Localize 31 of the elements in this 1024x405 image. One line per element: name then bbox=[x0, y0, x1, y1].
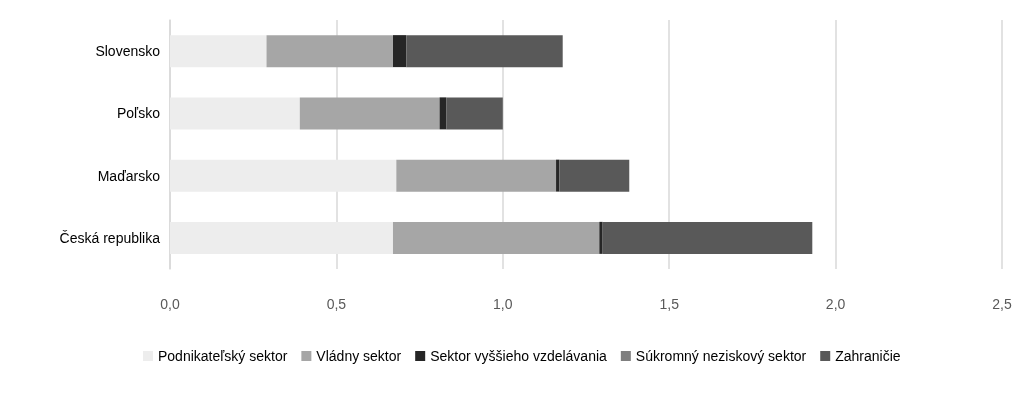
bar bbox=[392, 35, 407, 68]
x-tick-label: 0,5 bbox=[326, 296, 347, 312]
bar bbox=[392, 221, 600, 254]
bar bbox=[170, 35, 267, 68]
bar bbox=[170, 159, 397, 192]
x-tick-label: 0,0 bbox=[160, 296, 180, 312]
bar bbox=[406, 35, 563, 68]
legend-label: Vládny sektor bbox=[316, 348, 402, 364]
bar bbox=[299, 97, 440, 130]
bar bbox=[559, 159, 630, 192]
bar bbox=[439, 97, 447, 130]
legend-label: Podnikateľský sektor bbox=[158, 348, 288, 364]
bar bbox=[556, 159, 560, 192]
bar bbox=[170, 221, 393, 254]
y-tick-label: Česká republika bbox=[59, 229, 161, 246]
bar bbox=[599, 221, 603, 254]
x-tick-label: 1,5 bbox=[659, 296, 680, 312]
bar bbox=[170, 97, 300, 130]
bar bbox=[396, 159, 557, 192]
legend-label: Sektor vyššieho vzdelávania bbox=[430, 348, 608, 364]
y-tick-label: Poľsko bbox=[117, 105, 161, 122]
x-tick-label: 2,5 bbox=[992, 296, 1012, 312]
x-tick-label: 2,0 bbox=[825, 296, 846, 312]
x-tick-label: 1,0 bbox=[493, 296, 513, 312]
bar bbox=[602, 221, 813, 254]
bar bbox=[266, 35, 393, 68]
legend-label: Zahraničie bbox=[835, 348, 901, 364]
legend-label: Súkromný neziskový sektor bbox=[635, 348, 807, 364]
y-tick-label: Maďarsko bbox=[97, 167, 161, 184]
y-tick-label: Slovensko bbox=[95, 43, 161, 60]
bar bbox=[446, 97, 503, 130]
